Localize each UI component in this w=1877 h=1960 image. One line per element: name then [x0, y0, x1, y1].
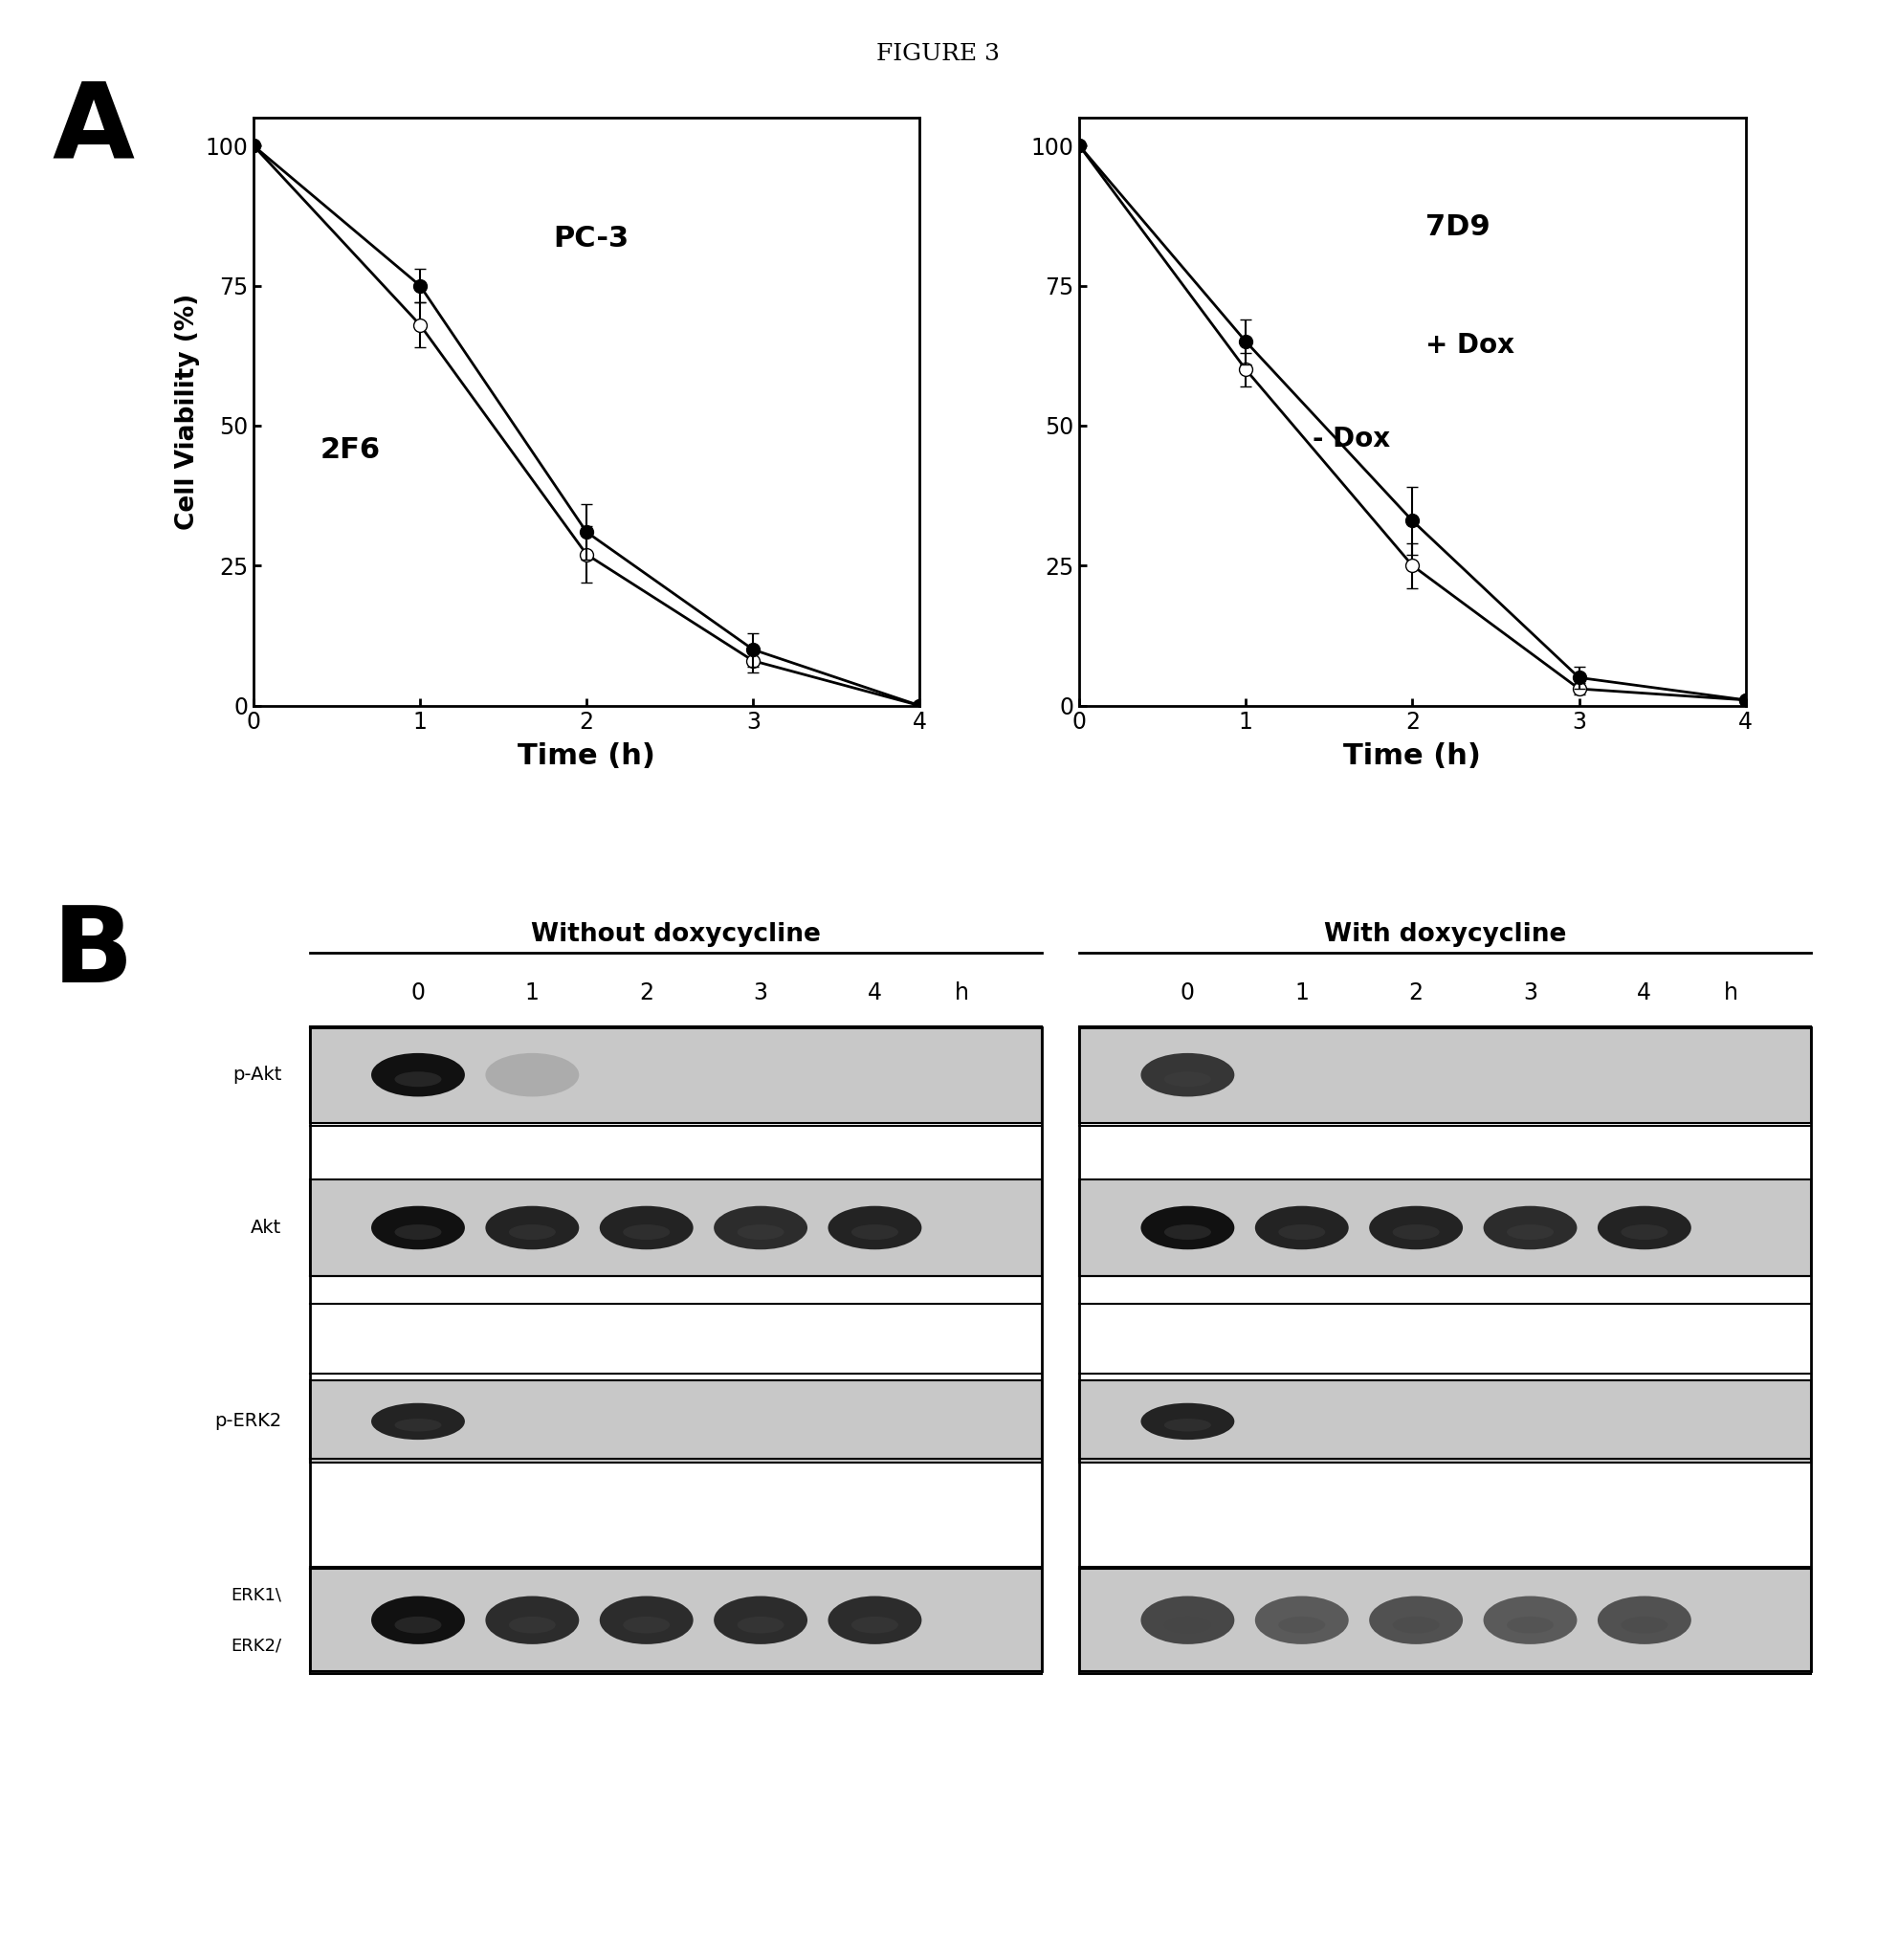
- Ellipse shape: [713, 1205, 807, 1250]
- Ellipse shape: [1393, 1617, 1440, 1633]
- Ellipse shape: [1141, 1403, 1235, 1441]
- Ellipse shape: [852, 1225, 899, 1241]
- Ellipse shape: [394, 1419, 441, 1431]
- Ellipse shape: [1164, 1225, 1211, 1241]
- Text: 4: 4: [1637, 982, 1652, 1005]
- Ellipse shape: [486, 1053, 580, 1098]
- Bar: [310, 1027, 1042, 1123]
- Ellipse shape: [1483, 1205, 1577, 1250]
- Ellipse shape: [1141, 1053, 1235, 1098]
- Ellipse shape: [372, 1205, 465, 1250]
- Ellipse shape: [1597, 1595, 1691, 1644]
- X-axis label: Time (h): Time (h): [518, 741, 655, 770]
- Ellipse shape: [1278, 1225, 1325, 1241]
- Text: With doxycycline: With doxycycline: [1323, 923, 1567, 947]
- Ellipse shape: [1164, 1419, 1211, 1431]
- Bar: [1079, 1180, 1811, 1276]
- Ellipse shape: [599, 1595, 693, 1644]
- Ellipse shape: [852, 1617, 899, 1633]
- Ellipse shape: [1256, 1595, 1350, 1644]
- Ellipse shape: [623, 1617, 670, 1633]
- Text: 1: 1: [1295, 982, 1308, 1005]
- Text: 3: 3: [753, 982, 768, 1005]
- Ellipse shape: [394, 1072, 441, 1088]
- Text: 2: 2: [640, 982, 653, 1005]
- Ellipse shape: [486, 1595, 580, 1644]
- Ellipse shape: [372, 1595, 465, 1644]
- Ellipse shape: [738, 1617, 785, 1633]
- Text: 7D9: 7D9: [1427, 214, 1490, 241]
- Text: - Dox: - Dox: [1312, 425, 1391, 453]
- Ellipse shape: [1393, 1225, 1440, 1241]
- Ellipse shape: [623, 1225, 670, 1241]
- Ellipse shape: [1278, 1617, 1325, 1633]
- Ellipse shape: [486, 1205, 580, 1250]
- Bar: [310, 1566, 1042, 1674]
- Text: 1: 1: [526, 982, 539, 1005]
- Ellipse shape: [1483, 1595, 1577, 1644]
- Text: h: h: [955, 982, 969, 1005]
- X-axis label: Time (h): Time (h): [1344, 741, 1481, 770]
- Text: ERK2/: ERK2/: [231, 1637, 282, 1654]
- Text: PC-3: PC-3: [554, 225, 629, 253]
- Ellipse shape: [1368, 1595, 1462, 1644]
- Text: 2: 2: [1410, 982, 1423, 1005]
- Text: 2F6: 2F6: [319, 437, 381, 465]
- Ellipse shape: [1368, 1205, 1462, 1250]
- Ellipse shape: [828, 1205, 922, 1250]
- Text: 4: 4: [867, 982, 882, 1005]
- Ellipse shape: [1622, 1225, 1669, 1241]
- Bar: [310, 1027, 1042, 1672]
- Ellipse shape: [1622, 1617, 1669, 1633]
- Ellipse shape: [738, 1225, 785, 1241]
- Text: + Dox: + Dox: [1427, 331, 1515, 359]
- Text: p-Akt: p-Akt: [233, 1066, 282, 1084]
- Text: Without doxycycline: Without doxycycline: [531, 923, 820, 947]
- Ellipse shape: [509, 1617, 556, 1633]
- Text: 0: 0: [411, 982, 426, 1005]
- Y-axis label: Cell Viability (%): Cell Viability (%): [175, 294, 199, 529]
- Text: h: h: [1725, 982, 1738, 1005]
- Text: B: B: [53, 902, 133, 1004]
- Ellipse shape: [599, 1205, 693, 1250]
- Bar: [1079, 1566, 1811, 1674]
- Bar: [1079, 1027, 1811, 1672]
- Ellipse shape: [828, 1595, 922, 1644]
- Ellipse shape: [1597, 1205, 1691, 1250]
- Ellipse shape: [509, 1225, 556, 1241]
- Ellipse shape: [1507, 1225, 1554, 1241]
- Ellipse shape: [1164, 1617, 1211, 1633]
- Ellipse shape: [1164, 1072, 1211, 1088]
- Text: 0: 0: [1181, 982, 1196, 1005]
- Text: 3: 3: [1522, 982, 1537, 1005]
- Text: ERK1\: ERK1\: [231, 1586, 282, 1603]
- Ellipse shape: [1507, 1617, 1554, 1633]
- Bar: [310, 1380, 1042, 1462]
- Ellipse shape: [1256, 1205, 1350, 1250]
- Text: A: A: [53, 78, 135, 180]
- Ellipse shape: [372, 1403, 465, 1441]
- Bar: [1079, 1380, 1811, 1462]
- Text: p-ERK2: p-ERK2: [214, 1413, 282, 1431]
- Bar: [1079, 1027, 1811, 1123]
- Ellipse shape: [1141, 1595, 1235, 1644]
- Ellipse shape: [372, 1053, 465, 1098]
- Ellipse shape: [394, 1225, 441, 1241]
- Ellipse shape: [394, 1617, 441, 1633]
- Text: Akt: Akt: [252, 1219, 282, 1237]
- Ellipse shape: [713, 1595, 807, 1644]
- Text: FIGURE 3: FIGURE 3: [877, 43, 1000, 65]
- Bar: [310, 1180, 1042, 1276]
- Ellipse shape: [1141, 1205, 1235, 1250]
